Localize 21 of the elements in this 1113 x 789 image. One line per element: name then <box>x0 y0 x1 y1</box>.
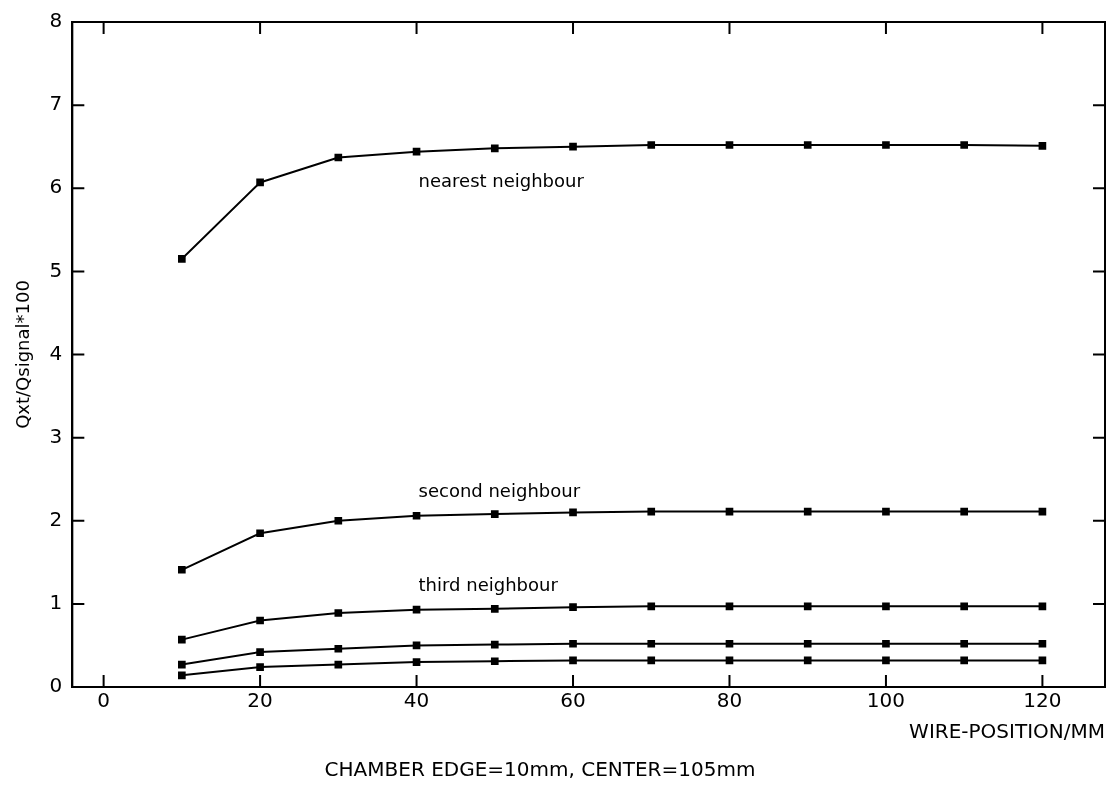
series-label: nearest neighbour <box>418 170 585 192</box>
x-tick-label: 0 <box>97 688 110 713</box>
y-tick-label: 7 <box>49 91 63 116</box>
y-tick-label: 8 <box>49 8 63 33</box>
y-tick-label: 6 <box>49 174 63 199</box>
y-axis-title: Qxt/Qsignal*100 <box>12 280 34 429</box>
x-tick-label: 80 <box>716 688 743 713</box>
y-tick-label: 1 <box>49 590 63 615</box>
y-tick-label: 5 <box>49 257 63 282</box>
y-tick-label: 4 <box>49 340 63 365</box>
text: CHAMBER EDGE=10mm, CENTER=105mm <box>324 757 756 782</box>
x-tick-label: 120 <box>1023 688 1062 713</box>
x-tick-label: 40 <box>403 688 430 713</box>
x-tick-label: 20 <box>247 688 273 713</box>
x-tick-label: 100 <box>866 688 906 713</box>
x-tick-label: 60 <box>560 688 586 713</box>
y-tick-label: 2 <box>49 506 63 531</box>
y-tick-label: 3 <box>49 423 63 448</box>
series-label: third neighbour <box>418 574 559 596</box>
x-axis-title: WIRE-POSITION/MM <box>909 719 1105 744</box>
series-label: second neighbour <box>418 480 581 502</box>
